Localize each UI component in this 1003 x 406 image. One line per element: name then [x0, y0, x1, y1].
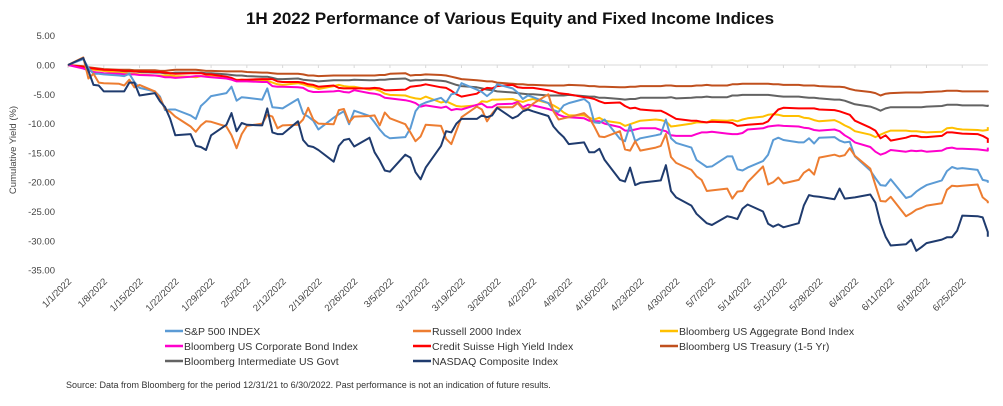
- x-tick-label: 4/23/2022: [609, 276, 647, 314]
- series-line-s-p-500-index: [67, 58, 989, 199]
- legend-label: Bloomberg US Corporate Bond Index: [184, 341, 359, 353]
- x-tick-label: 1/29/2022: [180, 276, 218, 314]
- x-tick-label: 3/26/2022: [466, 276, 504, 314]
- chart-title: 1H 2022 Performance of Various Equity an…: [246, 9, 774, 28]
- legend-item: NASDAQ Composite Index: [413, 356, 559, 368]
- x-tick-label: 5/7/2022: [684, 276, 718, 310]
- x-tick-label: 6/11/2022: [860, 276, 897, 313]
- legend-item: Bloomberg Intermediate US Govt: [165, 356, 339, 368]
- series-lines: [67, 56, 989, 252]
- x-tick-label: 2/19/2022: [287, 276, 325, 314]
- legend: S&P 500 INDEX Russell 2000 Index Bloomberg…: [165, 326, 855, 368]
- x-axis-ticks: 1/1/2022 1/8/20221/15/20221/22/20221/29/2…: [40, 65, 968, 314]
- legend-item: Bloomberg US Corporate Bond Index: [165, 341, 359, 353]
- x-tick-label: 1/8/2022: [76, 276, 110, 310]
- x-tick-label: 1/22/2022: [144, 276, 182, 314]
- series-line-bloomberg-us-treasury-1-5-yr: [67, 64, 989, 97]
- legend-item: Bloomberg US Aggegrate Bond Index: [660, 326, 855, 338]
- y-tick-label: -5.00: [33, 90, 55, 101]
- x-tick-label: 6/4/2022: [827, 276, 861, 310]
- x-tick-label: 2/12/2022: [251, 276, 289, 314]
- x-tick-label: 3/19/2022: [430, 276, 468, 314]
- x-tick-label: 3/12/2022: [394, 276, 432, 314]
- y-axis-ticks: 5.00 0.00 -5.00 -10.00 -15.00 -20.00 -25.00 -30…: [28, 31, 55, 276]
- legend-item: Credit Suisse High Yield Index: [413, 341, 574, 353]
- legend-label: Bloomberg Intermediate US Govt: [184, 356, 339, 368]
- source-note: Source: Data from Bloomberg for the peri…: [66, 380, 551, 390]
- x-tick-label: 6/25/2022: [931, 276, 969, 314]
- x-tick-label: 6/18/2022: [895, 276, 933, 314]
- legend-item: Russell 2000 Index: [413, 326, 522, 338]
- legend-label: S&P 500 INDEX: [184, 326, 260, 338]
- x-tick-label: 5/28/2022: [788, 276, 826, 314]
- y-tick-label: 5.00: [37, 31, 56, 42]
- y-tick-label: -20.00: [28, 178, 55, 189]
- series-line-nasdaq-composite-index: [67, 57, 989, 252]
- legend-item: S&P 500 INDEX: [165, 326, 260, 338]
- x-tick-label: 5/14/2022: [716, 276, 754, 314]
- y-tick-label: -35.00: [28, 266, 55, 277]
- y-tick-label: -15.00: [28, 148, 55, 159]
- series-line-credit-suisse-high-yield-index: [67, 64, 989, 143]
- x-tick-label: 4/2/2022: [505, 276, 539, 310]
- x-tick-label: 2/26/2022: [323, 276, 361, 314]
- x-tick-label: 4/9/2022: [541, 276, 575, 310]
- x-tick-label: 2/5/2022: [219, 276, 253, 310]
- y-axis-label: Cumulative Yield (%): [8, 106, 19, 194]
- x-tick-label: 4/16/2022: [573, 276, 611, 314]
- x-tick-label: 3/5/2022: [362, 276, 396, 310]
- legend-item: Bloomberg US Treasury (1-5 Yr): [660, 341, 829, 353]
- legend-label: Credit Suisse High Yield Index: [432, 341, 574, 353]
- series-line-russell-2000-index: [67, 56, 989, 218]
- x-tick-label: 5/21/2022: [752, 276, 790, 314]
- legend-label: Russell 2000 Index: [432, 326, 522, 338]
- legend-label: Bloomberg US Aggegrate Bond Index: [679, 326, 855, 338]
- legend-label: Bloomberg US Treasury (1-5 Yr): [679, 341, 829, 353]
- x-tick-label: 1/15/2022: [108, 276, 146, 314]
- x-tick-label: 1/1/2022: [40, 276, 74, 310]
- y-tick-label: 0.00: [37, 61, 56, 72]
- y-tick-label: -10.00: [28, 119, 55, 130]
- y-tick-label: -25.00: [28, 207, 55, 218]
- x-tick-label: 4/30/2022: [645, 276, 683, 314]
- legend-label: NASDAQ Composite Index: [432, 356, 559, 368]
- y-tick-label: -30.00: [28, 236, 55, 247]
- series-line-bloomberg-intermediate-us-govt: [67, 64, 989, 112]
